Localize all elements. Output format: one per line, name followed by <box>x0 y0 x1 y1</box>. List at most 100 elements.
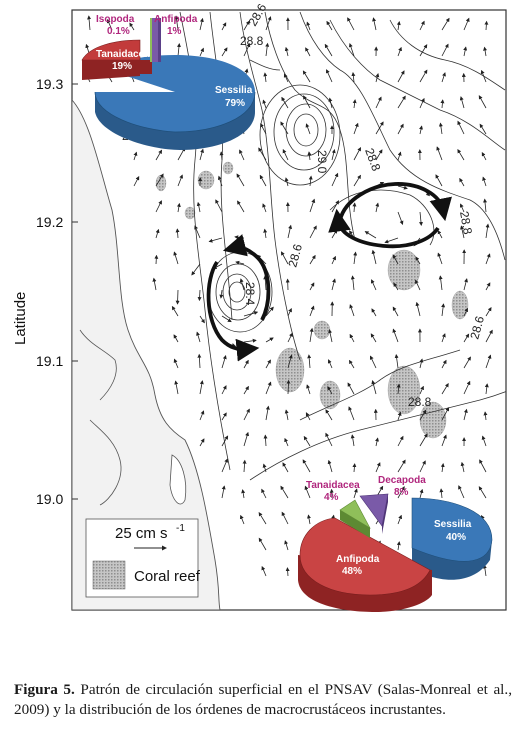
current-vector-arrow <box>237 200 245 213</box>
slice-pct-anfipoda: 48% <box>342 566 362 577</box>
current-vector-arrow <box>459 203 465 213</box>
slice-pct-anfipoda: 1% <box>167 26 182 37</box>
current-vector-arrow <box>463 333 470 343</box>
current-vector-arrow <box>482 176 487 187</box>
reef-label: Coral reef <box>134 568 201 585</box>
current-vector-arrow <box>375 202 380 213</box>
current-vector-arrow <box>281 511 289 525</box>
current-vector-arrow <box>419 69 428 83</box>
current-vector-arrow <box>284 409 289 421</box>
current-vector-arrow <box>441 303 446 317</box>
current-vector-arrow <box>435 174 443 187</box>
current-vector-arrow <box>353 122 359 135</box>
current-vector-arrow <box>262 99 267 109</box>
current-vector-arrow <box>327 459 333 473</box>
current-vector-arrow <box>265 337 274 343</box>
current-vector-arrow <box>199 438 205 447</box>
current-vector-arrow <box>441 359 447 369</box>
current-vector-arrow <box>309 225 317 239</box>
current-vector-arrow <box>174 15 179 31</box>
slice-pct-tanaidacea: 4% <box>324 492 339 503</box>
current-vector-arrow <box>175 228 180 239</box>
current-vector-arrow <box>484 20 489 31</box>
scale-label: 25 cm s <box>115 525 168 542</box>
current-vector-arrow <box>441 406 450 421</box>
slice-pct-sessilia: 40% <box>446 532 466 543</box>
current-vector-arrow <box>328 329 333 343</box>
current-vector-arrow <box>394 354 399 369</box>
current-vector-arrow <box>440 463 445 473</box>
current-vector-arrow <box>287 332 293 343</box>
current-vector-arrow <box>375 96 382 109</box>
current-vector-arrow <box>418 211 423 226</box>
current-vector-arrow <box>397 46 402 57</box>
current-vector-arrow <box>308 175 313 187</box>
current-vector-arrow <box>263 72 268 83</box>
current-vector-arrow <box>392 254 399 265</box>
current-vector-arrow <box>375 149 383 161</box>
current-vector-arrow <box>331 172 339 187</box>
current-vector-arrow <box>327 386 333 395</box>
current-vector-arrow <box>194 225 201 239</box>
y-axis: 19.3 19.2 19.1 19.0 Latitude <box>12 76 78 507</box>
current-vector-arrow <box>263 434 268 447</box>
current-vector-arrow <box>287 307 292 317</box>
current-vector-arrow <box>441 434 447 447</box>
contour-label: 28.8 <box>240 34 264 48</box>
current-vector-arrow <box>239 278 245 291</box>
current-vector-arrow <box>304 485 311 499</box>
current-vector-arrow <box>370 279 377 291</box>
current-vector-arrow <box>221 315 232 323</box>
map-legend: 25 cm s -1 Coral reef <box>85 518 201 598</box>
current-vector-arrow <box>236 173 245 187</box>
current-vector-arrow <box>243 431 250 447</box>
current-vector-arrow <box>485 307 492 317</box>
current-vector-arrow <box>457 149 465 161</box>
current-vector-arrow <box>397 514 403 525</box>
current-vector-arrow <box>284 46 289 57</box>
current-vector-arrow <box>309 198 316 213</box>
current-vector-arrow <box>350 275 355 291</box>
current-vector-arrow <box>397 95 406 109</box>
current-vector-arrow <box>282 148 289 161</box>
current-vector-arrow <box>419 460 426 473</box>
current-vector-arrow <box>375 121 384 135</box>
current-vector-arrow <box>441 43 449 57</box>
current-vector-arrow <box>199 315 205 324</box>
current-vector-arrow <box>284 437 289 447</box>
pie-chart-bottom: Tanaidacea 4% Decapoda 8% Sessilia 40% A… <box>298 475 493 612</box>
current-vector-arrow <box>325 409 333 421</box>
current-vector-arrow <box>221 355 227 369</box>
current-vector-arrow <box>281 96 289 109</box>
current-vector-arrow <box>286 379 291 395</box>
current-vector-arrow <box>309 327 314 343</box>
current-vector-arrow <box>438 122 443 135</box>
current-vector-arrow <box>243 311 259 317</box>
current-vector-arrow <box>397 123 404 135</box>
current-vector-arrow <box>463 307 468 317</box>
current-vector-arrow <box>262 203 267 213</box>
current-vector-arrow <box>87 15 92 31</box>
current-vector-arrow <box>217 175 223 187</box>
current-vector-arrow <box>441 383 449 395</box>
current-vector-arrow <box>242 459 247 473</box>
current-vector-arrow <box>419 488 424 499</box>
coral-reef-swatch <box>92 560 126 590</box>
current-vector-arrow <box>331 255 336 265</box>
current-vector-arrow <box>463 278 468 291</box>
current-vector-arrow <box>353 488 358 499</box>
current-vector-arrow <box>261 488 267 499</box>
current-vector-arrow <box>261 565 267 577</box>
current-vector-arrow <box>441 333 446 343</box>
current-vector-arrow <box>243 385 249 395</box>
current-vector-arrow <box>284 177 289 187</box>
current-vector-arrow <box>480 69 487 83</box>
slice-pct-isopoda: 0.1% <box>107 26 130 37</box>
current-vector-arrow <box>302 70 311 83</box>
current-vector-arrow <box>350 434 355 447</box>
current-vector-arrow <box>393 282 399 291</box>
current-vector-arrow <box>265 381 272 395</box>
map-panel <box>71 9 507 611</box>
current-vector-arrow <box>463 17 470 31</box>
current-vector-arrow <box>348 359 355 369</box>
